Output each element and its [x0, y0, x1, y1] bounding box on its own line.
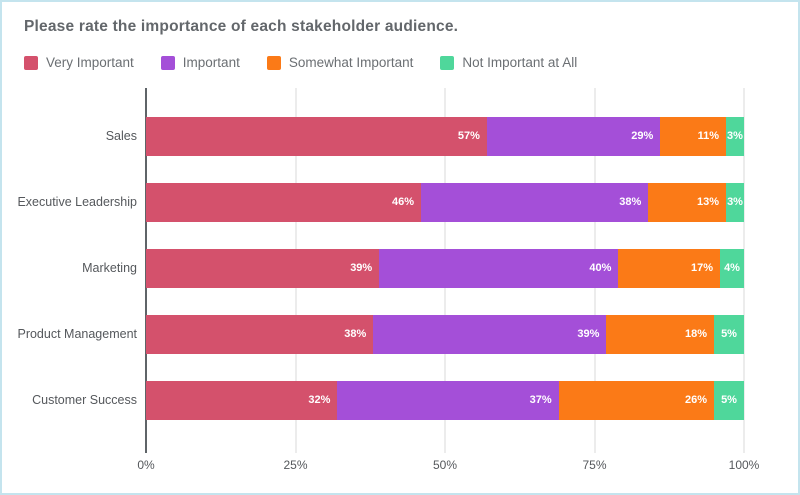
bar-value-label: 40% [589, 262, 612, 274]
bar-value-label: 26% [685, 394, 708, 406]
bar-value-label: 57% [457, 130, 480, 142]
bar-value-label: 38% [619, 196, 642, 208]
bar-value-label: 18% [685, 328, 708, 340]
bar-value-label: 11% [697, 130, 720, 142]
legend-swatch-important [160, 55, 175, 70]
category-label: Sales [105, 129, 137, 143]
bar-value-label: 39% [350, 262, 373, 274]
category-label: Marketing [82, 261, 137, 275]
bar-value-label: 29% [631, 130, 654, 142]
bar-row-product-management: Product Management 38% 39% 18% 5% [2, 301, 744, 367]
bar-segment-not-important-at-all: 3% [726, 182, 744, 222]
bar-segment-not-important-at-all: 5% [714, 314, 744, 354]
bar-segment-somewhat-important: 11% [660, 116, 727, 156]
bar-segment-somewhat-important: 13% [648, 182, 727, 222]
x-axis: 0% 25% 50% 75% 100% [137, 458, 759, 474]
bar-value-label: 3% [727, 196, 743, 208]
bar-segment-somewhat-important: 17% [618, 248, 721, 288]
bar-value-label: 38% [344, 328, 367, 340]
bar-segment-very-important: 57% [146, 116, 487, 156]
legend-item-not-important-at-all: Not Important at All [440, 55, 577, 70]
bar-row-sales: Sales 57% 29% 11% 3% [2, 103, 744, 169]
bar-segment-not-important-at-all: 4% [720, 248, 744, 288]
bar-rows: Sales 57% 29% 11% 3% Executive Leadership 46% 3… [2, 88, 798, 433]
bar-segment-important: 29% [486, 116, 661, 156]
bar-segment-very-important: 46% [146, 182, 422, 222]
bar-segment-not-important-at-all: 5% [714, 380, 744, 420]
bar-value-label: 5% [721, 328, 737, 340]
bar-value-label: 3% [727, 130, 743, 142]
legend-swatch-not-important-at-all [440, 55, 455, 70]
bar-segment-very-important: 39% [146, 248, 380, 288]
bar-segment-somewhat-important: 18% [606, 314, 715, 354]
legend-item-important: Important [160, 55, 240, 70]
bar-value-label: 32% [308, 394, 331, 406]
legend-label: Somewhat Important [288, 55, 414, 70]
bar-segment-important: 39% [373, 314, 607, 354]
legend-item-very-important: Very Important [24, 55, 134, 70]
chart-title: Please rate the importance of each stake… [24, 18, 459, 35]
bar-value-label: 46% [392, 196, 415, 208]
x-tick-label-0: 0% [137, 458, 155, 472]
bar-track: 57% 29% 11% 3% [146, 116, 744, 156]
bar-segment-not-important-at-all: 3% [726, 116, 744, 156]
bar-track: 38% 39% 18% 5% [146, 314, 744, 354]
gridline-100 [743, 88, 745, 453]
bar-row-executive-leadership: Executive Leadership 46% 38% 13% 3% [2, 169, 744, 235]
bar-track: 32% 37% 26% 5% [146, 380, 744, 420]
legend-item-somewhat-important: Somewhat Important [266, 55, 414, 70]
legend-swatch-somewhat-important [266, 55, 281, 70]
legend: Very Important Important Somewhat Importan… [24, 55, 776, 70]
bar-value-label: 17% [691, 262, 714, 274]
bar-value-label: 39% [577, 328, 600, 340]
legend-label: Very Important [46, 55, 134, 70]
x-tick-label-75: 75% [582, 458, 607, 472]
category-label: Executive Leadership [17, 195, 137, 209]
legend-label: Not Important at All [462, 55, 578, 70]
x-tick-label-50: 50% [432, 458, 458, 472]
bar-segment-somewhat-important: 26% [558, 380, 715, 420]
bar-value-label: 13% [697, 196, 720, 208]
bar-segment-important: 40% [379, 248, 619, 288]
x-tick-label-25: 25% [283, 458, 308, 472]
legend-swatch-very-important [24, 55, 38, 70]
bar-value-label: 5% [721, 394, 737, 406]
chart-area: Sales 57% 29% 11% 3% Executive Leadership 46% 3… [2, 88, 798, 476]
bar-value-label: 4% [724, 262, 740, 274]
bar-track: 46% 38% 13% 3% [146, 182, 744, 222]
category-label: Product Management [17, 327, 137, 341]
bar-row-marketing: Marketing 39% 40% 17% 4% [2, 235, 744, 301]
bar-row-customer-success: Customer Success 32% 37% 26% 5% [2, 367, 744, 433]
bar-value-label: 37% [529, 394, 552, 406]
x-tick-label-100: 100% [728, 458, 760, 472]
category-label: Customer Success [32, 393, 137, 407]
bar-segment-important: 38% [421, 182, 649, 222]
bar-segment-very-important: 38% [146, 314, 374, 354]
bar-segment-very-important: 32% [146, 380, 338, 420]
legend-label: Important [182, 55, 240, 70]
bar-segment-important: 37% [337, 380, 559, 420]
bar-track: 39% 40% 17% 4% [146, 248, 744, 288]
